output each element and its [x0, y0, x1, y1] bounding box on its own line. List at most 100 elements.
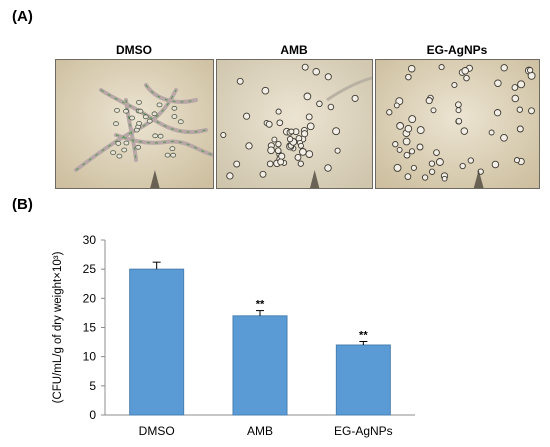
fungal-cell	[171, 114, 178, 119]
yeast-cell	[332, 127, 341, 136]
yeast-cell	[500, 64, 508, 72]
yeast-cell	[511, 94, 520, 103]
yeast-cell	[407, 64, 416, 73]
panel-a-label: (A)	[12, 8, 33, 25]
yeast-cell	[408, 148, 416, 155]
yeast-cell	[266, 160, 274, 168]
micrograph-eg-agnps	[375, 59, 540, 189]
y-tick-label: 10	[83, 350, 97, 364]
yeast-cell	[526, 67, 534, 74]
yeast-cell	[396, 146, 403, 153]
y-tick-label: 30	[83, 233, 97, 247]
yeast-cell	[261, 86, 270, 95]
yeast-cell	[276, 119, 284, 127]
y-tick-label: 0	[89, 408, 96, 422]
yeast-cell	[488, 129, 495, 136]
yeast-cell	[517, 80, 526, 89]
x-tick-label: AMB	[247, 424, 273, 438]
y-axis-title: (CFU/mL/g of dry weight×10³)	[52, 251, 64, 403]
yeast-cell	[491, 160, 500, 169]
yeast-cell	[500, 133, 508, 142]
fungal-cell	[171, 105, 178, 111]
yeast-cell	[298, 142, 304, 149]
yeast-cell	[392, 141, 399, 148]
yeast-cell	[404, 124, 413, 133]
significance-marker: **	[256, 299, 265, 311]
yeast-cell	[494, 79, 502, 87]
fungal-cell	[146, 118, 153, 124]
yeast-cell	[513, 157, 521, 164]
fungal-cell	[151, 111, 158, 117]
yeast-cell	[236, 77, 244, 85]
yeast-cell	[461, 67, 469, 75]
yeast-cell	[455, 117, 463, 125]
yeast-cell	[428, 168, 436, 175]
yeast-cell	[233, 160, 241, 168]
fungal-cell	[123, 140, 130, 146]
fungal-cell	[157, 133, 164, 139]
yeast-cell	[299, 148, 307, 156]
yeast-cell	[396, 122, 404, 130]
yeast-cell	[416, 126, 425, 135]
fungal-cell	[123, 108, 129, 114]
fungal-cell	[110, 150, 116, 155]
yeast-cell	[428, 160, 436, 167]
fungal-cell	[152, 133, 159, 139]
yeast-cell	[393, 102, 400, 109]
fungal-cell	[137, 108, 144, 114]
yeast-cell	[463, 74, 470, 82]
yeast-cell	[455, 107, 462, 114]
hypha	[326, 76, 372, 102]
yeast-cell	[441, 175, 448, 182]
yeast-cell	[286, 135, 294, 143]
yeast-cell	[527, 71, 536, 80]
fungal-cell	[121, 147, 128, 153]
yeast-cell	[455, 101, 462, 109]
micrograph-dmso	[55, 59, 214, 189]
fungal-cell	[113, 121, 119, 127]
yeast-cell	[459, 162, 466, 170]
yeast-cell	[403, 151, 411, 159]
image-title-eg-agnps: EG-AgNPs	[426, 43, 488, 57]
yeast-cell	[294, 153, 302, 161]
yeast-cell	[393, 163, 402, 172]
image-title-amb: AMB	[280, 43, 308, 57]
yeast-cell	[297, 160, 304, 167]
yeast-cell	[274, 147, 282, 155]
hypha	[114, 133, 213, 157]
fungal-cell	[156, 102, 163, 108]
micrograph-amb	[216, 59, 373, 189]
yeast-cell	[245, 142, 253, 150]
yeast-cell	[275, 140, 282, 148]
yeast-cell	[265, 120, 273, 128]
yeast-cell	[402, 137, 411, 146]
debris	[473, 170, 484, 188]
bar-chart: 0 5 10 15 20 25 30 DMSO ** AMB ** EG-AgNPs (CFU/mL/g…	[52, 233, 415, 438]
yeast-cell	[220, 131, 227, 139]
yeast-cell	[324, 164, 332, 172]
panel-b-label: (B)	[12, 196, 33, 213]
yeast-cell	[267, 146, 275, 155]
yeast-cell	[516, 106, 523, 113]
bar-amb	[232, 315, 288, 416]
fungal-cell	[115, 141, 122, 146]
yeast-cell	[460, 127, 469, 135]
yeast-cell	[275, 108, 282, 115]
yeast-cell	[410, 164, 417, 171]
yeast-cell	[301, 130, 309, 138]
yeast-cell	[421, 174, 429, 181]
yeast-cell	[316, 100, 323, 108]
hypha-stain	[145, 84, 197, 103]
yeast-cell	[408, 115, 417, 124]
yeast-cell	[493, 109, 502, 117]
yeast-cell	[324, 73, 332, 81]
y-tick-label: 15	[83, 321, 97, 335]
yeast-cell	[404, 173, 412, 180]
yeast-cell	[327, 103, 335, 111]
fungal-cell	[142, 114, 149, 120]
yeast-cell	[312, 67, 320, 76]
yeast-cell	[305, 113, 313, 121]
yeast-cell	[305, 150, 314, 158]
debris	[310, 170, 320, 188]
yeast-cell	[511, 84, 519, 91]
